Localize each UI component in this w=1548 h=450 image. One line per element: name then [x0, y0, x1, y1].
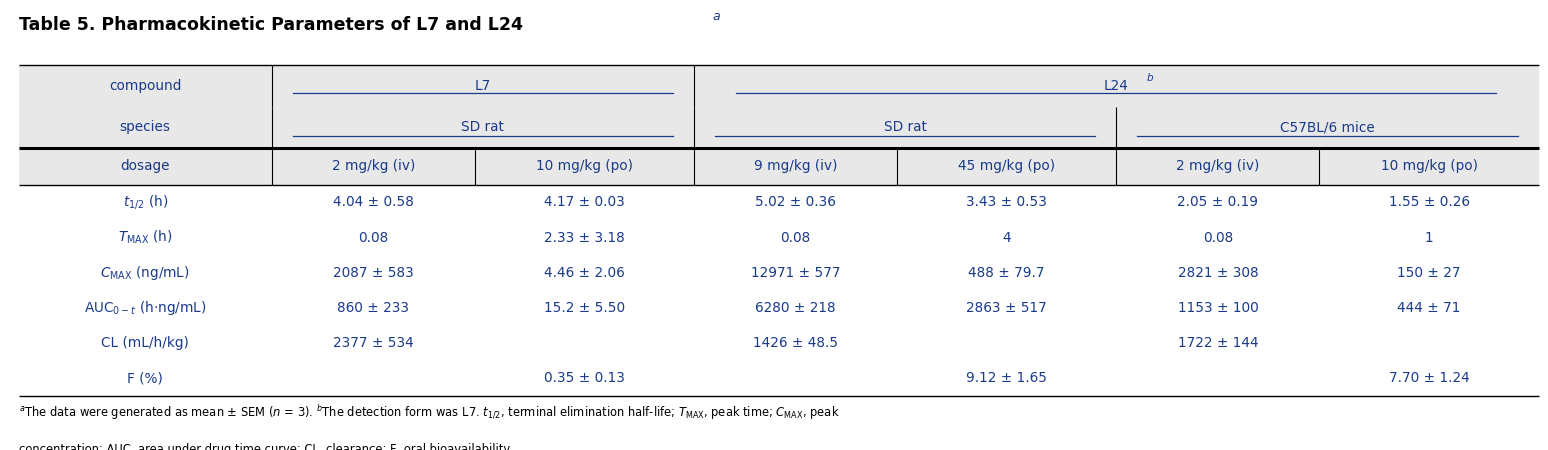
Bar [19, 325, 1539, 360]
Text: $^{a}$The data were generated as mean ± SEM ($n$ = 3). $^{b}$The detection form : $^{a}$The data were generated as mean ± … [19, 404, 839, 422]
Text: 2 mg/kg (iv): 2 mg/kg (iv) [331, 159, 415, 174]
Bar [19, 290, 1539, 325]
Text: 15.2 ± 5.50: 15.2 ± 5.50 [543, 301, 625, 315]
Bar [19, 65, 1539, 107]
Bar [19, 148, 1539, 185]
Text: 2377 ± 534: 2377 ± 534 [333, 336, 413, 350]
Text: 4.17 ± 0.03: 4.17 ± 0.03 [543, 195, 625, 210]
Text: 2 mg/kg (iv): 2 mg/kg (iv) [1176, 159, 1260, 174]
Text: 6280 ± 218: 6280 ± 218 [755, 301, 836, 315]
Text: dosage: dosage [121, 159, 170, 174]
Text: 2.05 ± 0.19: 2.05 ± 0.19 [1178, 195, 1259, 210]
Text: 0.08: 0.08 [1203, 230, 1234, 245]
Text: 10 mg/kg (po): 10 mg/kg (po) [1381, 159, 1478, 174]
Text: 444 ± 71: 444 ± 71 [1398, 301, 1461, 315]
Bar [19, 255, 1539, 290]
Text: 0.08: 0.08 [780, 230, 811, 245]
Text: 9 mg/kg (iv): 9 mg/kg (iv) [754, 159, 837, 174]
Text: $C_{\mathrm{MAX}}$ (ng/mL): $C_{\mathrm{MAX}}$ (ng/mL) [101, 264, 190, 282]
Text: $\mathrm{AUC}_{0-t}$ (h·ng/mL): $\mathrm{AUC}_{0-t}$ (h·ng/mL) [84, 299, 206, 317]
Text: CL (mL/h/kg): CL (mL/h/kg) [101, 336, 189, 350]
Bar [19, 360, 1539, 396]
Text: 10 mg/kg (po): 10 mg/kg (po) [536, 159, 633, 174]
Text: $t_{1/2}$ (h): $t_{1/2}$ (h) [122, 194, 167, 212]
Text: 0.35 ± 0.13: 0.35 ± 0.13 [543, 371, 625, 385]
Bar [19, 107, 1539, 148]
Text: C57BL/6 mice: C57BL/6 mice [1280, 120, 1375, 135]
Text: concentration; AUC, area under drug time curve; CL, clearance; F, oral bioavaila: concentration; AUC, area under drug time… [19, 443, 512, 450]
Text: SD rat: SD rat [884, 120, 927, 135]
Bar [19, 220, 1539, 255]
Text: 2.33 ± 3.18: 2.33 ± 3.18 [543, 230, 625, 245]
Text: 3.43 ± 0.53: 3.43 ± 0.53 [966, 195, 1046, 210]
Text: 5.02 ± 0.36: 5.02 ± 0.36 [755, 195, 836, 210]
Text: 7.70 ± 1.24: 7.70 ± 1.24 [1389, 371, 1469, 385]
Text: 488 ± 79.7: 488 ± 79.7 [969, 266, 1045, 280]
Text: 2863 ± 517: 2863 ± 517 [966, 301, 1046, 315]
Text: 2087 ± 583: 2087 ± 583 [333, 266, 413, 280]
Text: a: a [712, 10, 720, 23]
Text: 860 ± 233: 860 ± 233 [337, 301, 409, 315]
Text: 0.08: 0.08 [358, 230, 389, 245]
Text: 4: 4 [1003, 230, 1011, 245]
Text: species: species [119, 120, 170, 135]
Text: 1722 ± 144: 1722 ± 144 [1178, 336, 1259, 350]
Text: 4.46 ± 2.06: 4.46 ± 2.06 [543, 266, 625, 280]
Text: 12971 ± 577: 12971 ± 577 [751, 266, 841, 280]
Text: 1: 1 [1424, 230, 1433, 245]
Text: SD rat: SD rat [461, 120, 505, 135]
Text: $T_{\mathrm{MAX}}$ (h): $T_{\mathrm{MAX}}$ (h) [118, 229, 172, 246]
Text: 1153 ± 100: 1153 ± 100 [1178, 301, 1259, 315]
Text: 1.55 ± 0.26: 1.55 ± 0.26 [1389, 195, 1469, 210]
Text: 45 mg/kg (po): 45 mg/kg (po) [958, 159, 1056, 174]
Bar [19, 185, 1539, 220]
Text: Table 5. Pharmacokinetic Parameters of L7 and L24: Table 5. Pharmacokinetic Parameters of L… [19, 16, 523, 34]
Text: 1426 ± 48.5: 1426 ± 48.5 [752, 336, 837, 350]
Text: 150 ± 27: 150 ± 27 [1398, 266, 1461, 280]
Text: L7: L7 [475, 79, 491, 93]
Text: F (%): F (%) [127, 371, 163, 385]
Text: compound: compound [108, 79, 181, 93]
Text: 2821 ± 308: 2821 ± 308 [1178, 266, 1259, 280]
Text: L24: L24 [1104, 79, 1128, 93]
Text: b: b [1147, 73, 1153, 83]
Text: 9.12 ± 1.65: 9.12 ± 1.65 [966, 371, 1048, 385]
Text: 4.04 ± 0.58: 4.04 ± 0.58 [333, 195, 413, 210]
